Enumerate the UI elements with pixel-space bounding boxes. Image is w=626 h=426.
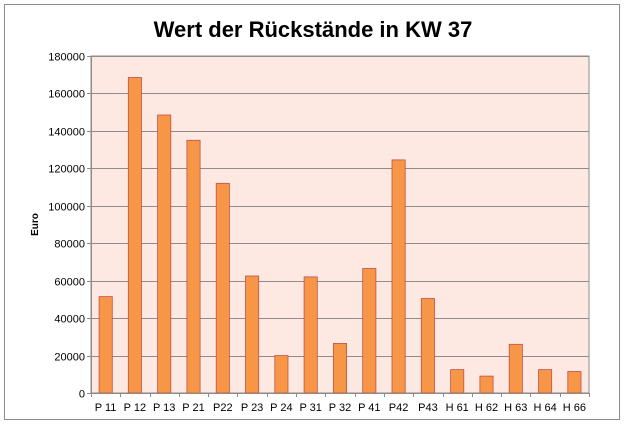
chart-frame: Wert der Rückstände in KW 37 0 20000 40000… xyxy=(4,4,620,420)
bar-p42 xyxy=(391,159,406,394)
y-tick-label-2: 40000 xyxy=(54,314,85,326)
x-tick-label-p22: P22 xyxy=(213,402,233,414)
y-tick-label-7: 140000 xyxy=(48,127,85,139)
x-tick-label-h64: H 64 xyxy=(533,402,556,414)
x-tick-label-h61: H 61 xyxy=(446,402,469,414)
bar-p13 xyxy=(157,114,172,394)
y-tick-label-3: 60000 xyxy=(54,277,85,289)
x-tick-label-p11: P 11 xyxy=(95,402,117,414)
chart-title: Wert der Rückstände in KW 37 xyxy=(153,17,473,42)
bar-p21 xyxy=(186,139,201,394)
x-tick-label-p41: P 41 xyxy=(358,402,380,414)
bar-p24 xyxy=(274,355,289,394)
y-tick-label-4: 80000 xyxy=(54,239,85,251)
bar-h66 xyxy=(567,371,582,394)
x-tick-label-p12: P 12 xyxy=(124,402,146,414)
x-tick-label-p13: P 13 xyxy=(153,402,175,414)
y-tick-label-5: 100000 xyxy=(48,202,85,214)
x-tick-label-p42: P42 xyxy=(389,402,409,414)
y-tick-label-0: 0 xyxy=(79,389,85,401)
bar-p23 xyxy=(245,275,260,394)
x-tick-label-p23: P 23 xyxy=(241,402,263,414)
bar-h61 xyxy=(450,369,465,394)
bar-h62 xyxy=(479,375,494,394)
bar-p43 xyxy=(420,298,435,394)
x-tick-label-p21: P 21 xyxy=(182,402,204,414)
bar-h63 xyxy=(508,343,523,394)
y-tick-label-6: 120000 xyxy=(48,164,85,176)
bar-chart: 0 20000 40000 60000 80000 100000 120000 140000 1… xyxy=(30,52,590,414)
bar-p22 xyxy=(215,182,230,394)
y-tick-label-8: 160000 xyxy=(48,89,85,101)
plot-area xyxy=(90,55,590,394)
x-tick-label-p31: P 31 xyxy=(299,402,321,414)
y-tick-label-9: 180000 xyxy=(48,52,85,64)
bar-p41 xyxy=(362,268,377,394)
bar-h64 xyxy=(538,369,553,394)
x-tick-label-h63: H 63 xyxy=(504,402,527,414)
x-tick-label-h62: H 62 xyxy=(475,402,498,414)
y-axis-label: Euro xyxy=(30,213,41,236)
bar-p12 xyxy=(127,77,142,394)
x-tick-label-p24: P 24 xyxy=(270,402,292,414)
y-tick-label-1: 20000 xyxy=(54,352,85,364)
x-tick-label-h66: H 66 xyxy=(563,402,586,414)
bar-p11 xyxy=(98,296,113,394)
bar-p32 xyxy=(332,342,347,394)
x-tick-label-p32: P 32 xyxy=(329,402,351,414)
bar-p31 xyxy=(303,276,318,394)
x-tick-label-p43: P43 xyxy=(418,402,438,414)
